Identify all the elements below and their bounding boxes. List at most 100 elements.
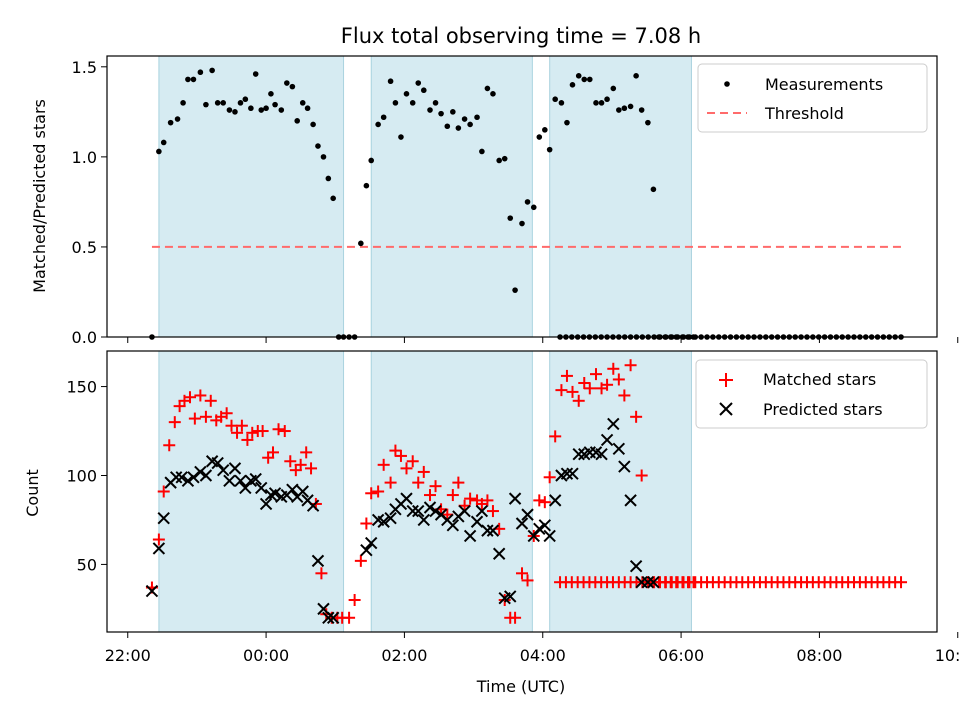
bottom-plot-frame: [106, 350, 938, 633]
predicted-star-point: [286, 483, 299, 496]
measurement-point: [299, 100, 306, 106]
measurement-point: [304, 105, 311, 112]
chart-title: Flux total observing time = 7.08 h: [341, 24, 701, 48]
matched-star-points: [145, 359, 908, 624]
matched-star-point: [624, 359, 637, 372]
y-tick-label: 1.0: [72, 148, 97, 167]
matched-star-point: [246, 426, 259, 439]
matched-star-point: [555, 384, 568, 397]
measurement-point: [278, 107, 285, 113]
predicted-star-point: [533, 522, 546, 536]
matched-star-point: [486, 505, 499, 518]
matched-star-point: [583, 382, 596, 395]
predicted-star-point: [400, 492, 413, 505]
matched-star-point: [372, 485, 385, 498]
matched-star-point: [516, 567, 528, 580]
matched-star-point: [607, 362, 620, 375]
predicted-star-point: [365, 536, 378, 550]
measurement-point: [358, 240, 364, 247]
observing-window: [158, 350, 345, 633]
matched-star-point: [272, 423, 285, 436]
matched-star-point: [256, 425, 269, 438]
measurement-point: [197, 69, 204, 76]
bottom-y-axis-label: Count: [23, 469, 42, 517]
measurement-point: [289, 83, 296, 90]
measurement-point: [650, 186, 657, 193]
measurement-point: [190, 76, 197, 83]
matched-star-point: [481, 494, 494, 507]
measurement-point: [403, 91, 410, 97]
measurement-point: [258, 107, 265, 113]
measurement-point: [432, 100, 439, 106]
measurement-point: [627, 103, 634, 110]
measurement-point: [461, 116, 468, 122]
matched-star-point: [305, 462, 318, 475]
measurement-point: [610, 85, 617, 92]
predicted-star-point: [268, 487, 282, 500]
matched-star-point: [452, 476, 465, 489]
measurement-point: [490, 91, 496, 97]
predicted-star-point: [595, 447, 608, 461]
predicted-star-point: [412, 504, 425, 518]
top-y-axis-label: Matched/Predicted stars: [30, 99, 49, 293]
y-tick-label: 50: [77, 555, 97, 574]
legend-matched-label: Matched stars: [763, 370, 876, 389]
matched-star-point: [394, 449, 407, 462]
predicted-star-point: [607, 417, 620, 431]
predicted-star-point: [322, 611, 335, 624]
predicted-star-point: [423, 501, 437, 514]
measurement-point: [633, 73, 639, 79]
top-x-ticks: [127, 337, 959, 343]
observing-window: [549, 350, 692, 633]
measurement-point: [519, 220, 525, 227]
predicted-star-point: [377, 515, 390, 528]
matched-star-point: [429, 480, 442, 493]
measurement-point: [380, 114, 387, 121]
y-tick-label: 1.5: [72, 58, 97, 77]
predicted-star-point: [508, 492, 522, 505]
measurement-point: [581, 76, 588, 83]
measurement-point: [564, 119, 570, 126]
matched-star-point: [377, 458, 390, 471]
top-plot-frame: [106, 55, 938, 338]
matched-star-point: [241, 433, 254, 446]
observing-window: [370, 55, 533, 338]
matched-star-point: [406, 455, 419, 468]
measurement-point: [174, 116, 181, 122]
top-panel: 0.0 0.5 1.0 1.5 Matched/Predicted stars Mea…: [30, 55, 959, 347]
measurement-point: [203, 101, 209, 108]
measurement-point: [325, 175, 332, 182]
measurement-point: [185, 76, 191, 83]
predicted-star-point: [481, 524, 494, 537]
predicted-star-point: [504, 590, 517, 603]
matched-star-point: [578, 377, 591, 390]
top-observing-windows: [158, 55, 692, 338]
measurement-point: [450, 109, 456, 115]
measurement-point: [512, 287, 518, 293]
matched-star-point: [498, 593, 511, 606]
matched-star-point: [152, 533, 165, 546]
legend-threshold-label: Threshold: [764, 104, 844, 123]
measurement-point: [167, 119, 174, 126]
matched-star-point: [294, 458, 307, 471]
measurement-point: [242, 96, 249, 103]
measurement-point: [542, 127, 548, 133]
matched-star-point: [400, 462, 413, 475]
matched-star-point: [464, 492, 477, 505]
measurement-point: [220, 100, 226, 106]
bottom-legend-box: [695, 359, 928, 429]
predicted-star-point: [199, 469, 213, 482]
x-tick-label: 10:00: [935, 646, 960, 665]
x-tick-label: 02:00: [381, 646, 427, 665]
measurement-point: [496, 157, 502, 164]
matched-star-point: [560, 369, 573, 382]
predicted-star-point: [612, 442, 626, 456]
predicted-star-point: [175, 471, 188, 484]
matched-star-point: [389, 444, 402, 457]
matched-star-point: [204, 394, 217, 407]
predicted-star-point: [647, 575, 660, 589]
matched-star-point: [384, 476, 397, 489]
predicted-star-point: [543, 529, 556, 543]
measurement-point: [575, 73, 582, 79]
